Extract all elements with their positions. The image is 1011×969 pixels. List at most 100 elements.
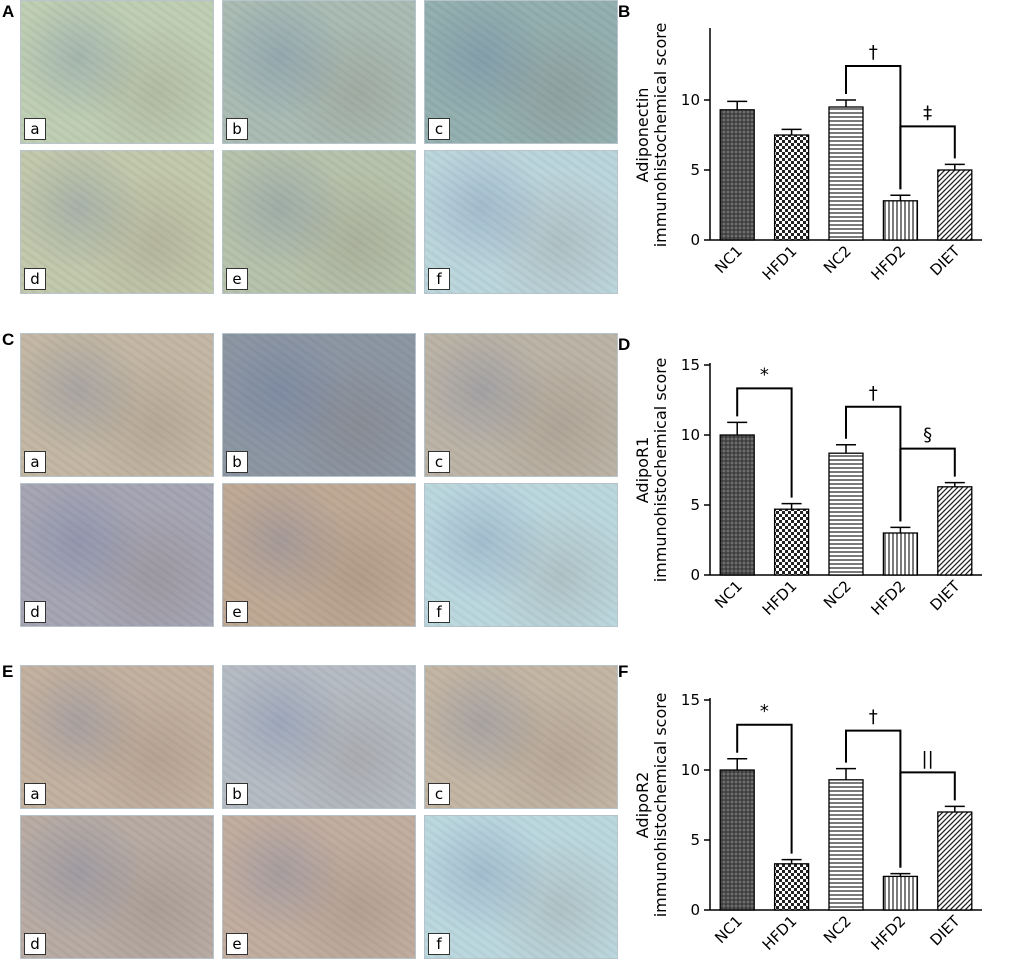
category-label: NC1	[711, 577, 746, 612]
category-label: HFD1	[759, 577, 801, 619]
category-label: HFD2	[867, 242, 909, 284]
micrograph-sublabel: e	[226, 268, 248, 290]
micrograph-sublabel: f	[428, 268, 450, 290]
y-tick-label: 0	[690, 231, 700, 249]
micrograph-sublabel: d	[24, 268, 46, 290]
significance-symbol: †	[869, 707, 878, 728]
y-tick-label: 10	[681, 91, 700, 109]
micrograph-sublabel: b	[226, 783, 248, 805]
category-label: NC1	[711, 912, 746, 947]
bar-hfd1	[773, 508, 810, 576]
significance-symbol: *	[760, 364, 769, 385]
micrograph-c-b: b	[222, 333, 416, 477]
significance-symbol: †	[869, 383, 878, 404]
bar-hfd2	[882, 532, 919, 576]
micrograph-sublabel: b	[226, 451, 248, 473]
micrograph-sublabel: a	[24, 451, 46, 473]
panel-label-b: B	[618, 2, 631, 21]
y-axis-title-line2: immunohistochemical score	[651, 693, 670, 918]
micrograph-c-f: f	[424, 483, 618, 627]
micrograph-sublabel: c	[428, 783, 450, 805]
micrograph-sublabel: a	[24, 118, 46, 140]
micrograph-sublabel: b	[226, 118, 248, 140]
micrograph-a-c: c	[424, 0, 618, 144]
bar-diet	[937, 169, 973, 241]
micrograph-sublabel: f	[428, 933, 450, 955]
category-label: DIET	[926, 912, 964, 950]
significance-symbol: ‡	[923, 102, 932, 123]
panel-label-f: F	[618, 662, 629, 681]
panel-label-e: E	[2, 662, 14, 681]
bar-nc2	[828, 779, 864, 911]
y-tick-label: 15	[681, 356, 700, 374]
significance-symbol: *	[760, 701, 769, 722]
category-label: NC2	[820, 912, 855, 947]
micrograph-c-a: a	[20, 333, 214, 477]
significance-bracket	[899, 447, 956, 522]
micrograph-c-c: c	[424, 333, 618, 477]
y-axis-title-line1: AdipoR2	[633, 772, 652, 839]
significance-bracket	[899, 771, 956, 868]
y-axis-title-line2: immunohistochemical score	[651, 358, 670, 583]
y-axis-title-line2: immunohistochemical score	[651, 23, 670, 248]
y-axis-title-line1: Adiponectin	[633, 88, 652, 183]
micrograph-sublabel: a	[24, 783, 46, 805]
adipor2-bar-chart: AdipoR2 immunohistochemical score 0 5 10 15 NC…	[633, 691, 982, 954]
micrograph-sublabel: c	[428, 451, 450, 473]
adipor1-bar-chart: AdipoR1 immunohistochemical score 0 5 10 15 NC…	[633, 356, 982, 619]
bar-diet	[937, 811, 973, 911]
category-label: DIET	[926, 242, 964, 280]
category-label: NC1	[711, 242, 746, 277]
category-label: DIET	[926, 577, 964, 615]
micrograph-a-d: d	[20, 150, 214, 294]
category-label: NC2	[820, 577, 855, 612]
y-tick-label: 5	[690, 161, 700, 179]
bar-hfd1	[773, 134, 810, 241]
bar-nc2	[828, 106, 864, 241]
micrograph-sublabel: c	[428, 118, 450, 140]
bar-diet	[937, 486, 973, 576]
micrograph-e-e: e	[222, 815, 416, 959]
significance-bracket	[736, 723, 793, 854]
panel-label-a: A	[2, 2, 15, 21]
micrograph-sublabel: d	[24, 601, 46, 623]
micrograph-e-b: b	[222, 665, 416, 809]
micrograph-c-d: d	[20, 483, 214, 627]
significance-symbol: §	[923, 425, 932, 446]
micrograph-e-c: c	[424, 665, 618, 809]
micrograph-e-a: a	[20, 665, 214, 809]
bar-hfd2	[882, 875, 919, 911]
y-tick-label: 5	[690, 496, 700, 514]
category-label: HFD1	[759, 912, 801, 954]
adiponectin-bar-chart: Adiponectin immunohistochemical score 0 5 10…	[633, 23, 982, 284]
y-tick-label: 0	[690, 566, 700, 584]
micrograph-sublabel: d	[24, 933, 46, 955]
y-tick-label: 0	[690, 901, 700, 919]
category-label: HFD2	[867, 912, 909, 954]
significance-symbol: †	[869, 42, 878, 63]
y-axis-title-line1: AdipoR1	[633, 437, 652, 504]
bar-nc1	[719, 769, 755, 911]
micrograph-sublabel: f	[428, 601, 450, 623]
micrograph-sublabel: e	[226, 601, 248, 623]
category-label: HFD2	[867, 577, 909, 619]
micrograph-sublabel: e	[226, 933, 248, 955]
category-label: HFD1	[759, 242, 801, 284]
micrograph-c-e: e	[222, 483, 416, 627]
category-label: NC2	[820, 242, 855, 277]
micrograph-a-f: f	[424, 150, 618, 294]
y-tick-label: 10	[681, 426, 700, 444]
panel-label-c: C	[2, 330, 15, 349]
y-tick-label: 5	[690, 831, 700, 849]
bar-hfd1	[773, 863, 810, 911]
micrograph-e-f: f	[424, 815, 618, 959]
significance-symbol: ||	[922, 748, 934, 769]
bar-hfd2	[882, 200, 919, 241]
bar-nc1	[719, 109, 755, 241]
micrograph-a-a: a	[20, 0, 214, 144]
bar-nc2	[828, 452, 864, 576]
micrograph-a-b: b	[222, 0, 416, 144]
micrograph-e-d: d	[20, 815, 214, 959]
micrograph-a-e: e	[222, 150, 416, 294]
significance-bracket	[899, 125, 956, 190]
